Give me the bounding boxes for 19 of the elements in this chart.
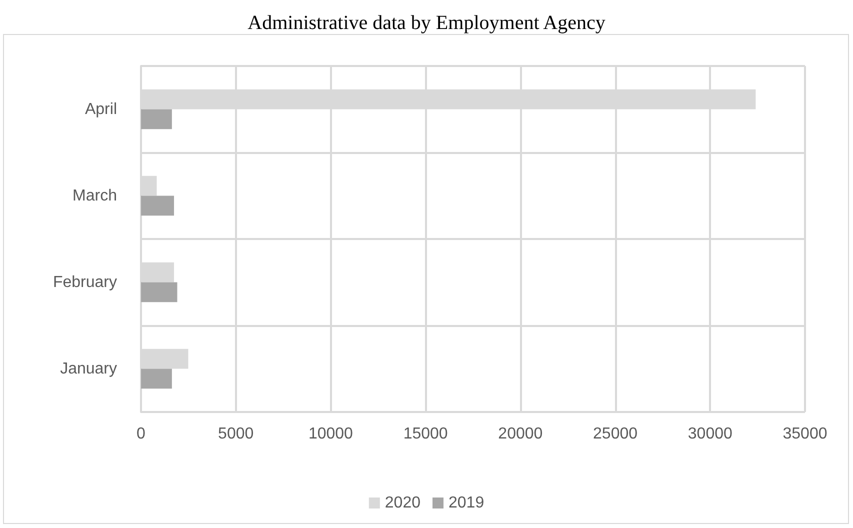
x-tick-label: 30000 (688, 426, 732, 442)
legend-label: 2020 (384, 494, 421, 512)
x-tick-label: 0 (136, 426, 146, 442)
y-tick-label: February (52, 274, 117, 291)
x-tick-label: 15000 (403, 426, 448, 442)
x-tick-label: 25000 (593, 426, 638, 442)
y-tick-label: March (72, 187, 117, 204)
x-tick-label: 5000 (218, 426, 254, 442)
x-tick-label: 10000 (308, 426, 354, 442)
y-tick-label: April (84, 100, 117, 118)
legend-label: 2019 (448, 494, 484, 512)
bar (141, 368, 172, 389)
bar (141, 109, 172, 130)
chart-title: Administrative data by Employment Agency (248, 12, 606, 34)
x-tick-label: 20000 (498, 426, 543, 442)
bar (141, 196, 174, 216)
bar (141, 282, 178, 302)
y-tick-label: January (60, 360, 117, 378)
x-tick-label: 35000 (782, 426, 828, 442)
